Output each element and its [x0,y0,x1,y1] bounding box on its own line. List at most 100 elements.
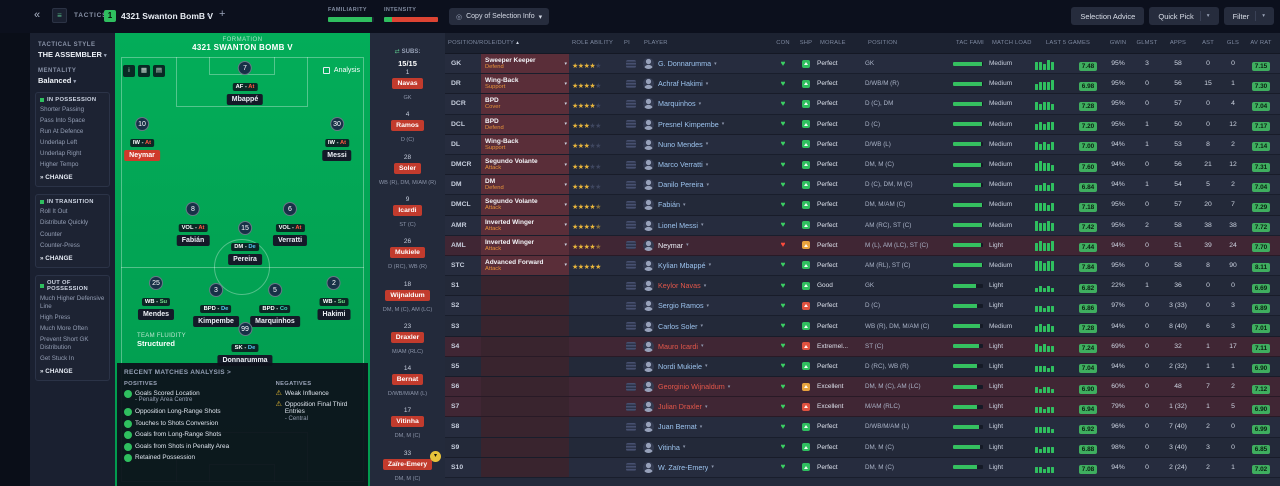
player-cell[interactable]: Fabián ▾ [641,199,771,211]
role-duty-cell[interactable]: Inverted Winger Attack ▾ [481,215,569,235]
player-cell[interactable]: W. Zaïre-Emery ▾ [641,461,771,473]
role-duty-cell[interactable]: Segundo Volante Attack ▾ [481,154,569,175]
column-header-gwin[interactable]: GWIN [1109,40,1127,46]
sub-player-navas[interactable]: 1 Navas GK [370,69,445,101]
player-cell[interactable]: Lionel Messi ▾ [641,219,771,231]
column-header-con[interactable]: CON [776,40,790,46]
role-duty-cell[interactable]: DM Defend ▾ [481,175,569,195]
filter-button[interactable]: Filter ▾ [1223,7,1274,25]
sub-player-ramos[interactable]: 4 Ramos D (C) [370,111,445,143]
role-duty-cell[interactable]: BPD Cover ▾ [481,94,569,114]
table-row-w-za-re-emery[interactable]: S10 W. Zaïre-Emery ▾ ♥ Perfect DM, M (C) Light… [445,457,1280,478]
sub-player-vitinha[interactable]: 17 Vitinha DM, M (C) [370,407,445,439]
table-row-marco-verratti[interactable]: DMCR Segundo Volante Attack ▾ ★★★★★ Marco Ver… [445,154,1280,176]
pitch-player-verratti[interactable]: 6 VOL - At Verratti [272,202,308,246]
player-cell[interactable]: Presnel Kimpembe ▾ [641,118,771,130]
analysis-toggle[interactable]: Analysis [322,67,360,74]
role-duty-cell[interactable]: Sweeper Keeper Defend ▾ [481,54,569,74]
role-duty-cell[interactable]: Inverted Winger Attack ▾ [481,235,569,255]
player-cell[interactable]: Carlos Soler ▾ [641,320,771,332]
table-row-vitinha[interactable]: S9 Vitinha ▾ ♥ Perfect DM, M (C) Light 6.88 98% 0… [445,437,1280,458]
pitch-player-donnarumma[interactable]: 99 SK - De Donnarumma [217,322,273,366]
player-cell[interactable]: Sergio Ramos ▾ [641,300,771,312]
player-cell[interactable]: G. Donnarumma ▾ [641,58,771,70]
sub-player-soler[interactable]: 28 Soler WB (R), DM, M/AM (R) [370,154,445,186]
sub-player-wijnaldum[interactable]: 18 Wijnaldum DM, M (C), AM (LC) [370,281,445,313]
table-row-juan-bernat[interactable]: S8 Juan Bernat ▾ ♥ Perfect D/WB/M/AM (L) Light… [445,417,1280,438]
table-row-kylian-mbapp[interactable]: STC Advanced Forward Attack ▾ ★★★★★ Kylian Mb… [445,255,1280,277]
grid-icon[interactable]: ▤ [153,65,165,77]
table-row-fabi-n[interactable]: DMCL Segundo Volante Attack ▾ ★★★★★ Fabián ▾ ♥ P… [445,195,1280,216]
player-cell[interactable]: Nordi Mukiele ▾ [641,360,771,372]
change-link[interactable]: » CHANGE [40,368,105,375]
column-header-apps[interactable]: APPS [1169,40,1187,46]
player-cell[interactable]: Marquinhos ▾ [641,98,771,110]
mentality-dropdown[interactable]: Balanced ▾ [38,76,107,85]
column-header-position-role-duty[interactable]: POSITION/ROLE/DUTY ▴ [448,40,520,46]
player-cell[interactable]: Achraf Hakimi ▾ [641,78,771,90]
table-row-presnel-kimpembe[interactable]: DCL BPD Defend ▾ ★★★★★ Presnel Kimpembe ▾ ♥ Perf… [445,114,1280,135]
column-header-position[interactable]: POSITION [868,40,898,46]
player-cell[interactable]: Juan Bernat ▾ [641,421,771,433]
column-header-role-ability[interactable]: ROLE ABILITY [572,40,614,46]
column-header-morale[interactable]: MORALE [820,40,846,46]
table-row-neymar[interactable]: AML Inverted Winger Attack ▾ ★★★★★ Neymar ▾ ♥ Pe… [445,235,1280,256]
player-cell[interactable]: Georginio Wijnaldum ▾ [641,381,771,393]
tactics-menu-icon[interactable]: ≡ [52,8,67,23]
column-header-glmst[interactable]: GLMST [1136,40,1158,46]
sub-player-draxler[interactable]: 23 Draxler M/AM (RLC) [370,323,445,355]
player-cell[interactable]: Julian Draxler ▾ [641,401,771,413]
tactic-tab-title[interactable]: 4321 Swanton BomB V [121,11,214,21]
column-header-player[interactable]: PLAYER [644,40,668,46]
table-row-mauro-icardi[interactable]: S4 Mauro Icardi ▾ ♥ Extremel... ST (C) Light 7.… [445,336,1280,357]
column-header-ast[interactable]: AST [1202,40,1214,46]
back-button[interactable]: « [34,9,41,21]
role-duty-cell[interactable]: BPD Defend ▾ [481,114,569,134]
table-row-nordi-mukiele[interactable]: S5 Nordi Mukiele ▾ ♥ Perfect D (RC), WB (R) Li… [445,356,1280,377]
player-cell[interactable]: Marco Verratti ▾ [641,159,771,171]
change-link[interactable]: » CHANGE [40,255,105,262]
role-duty-cell[interactable]: Wing-Back Support ▾ [481,134,569,154]
player-cell[interactable]: Danilo Pereira ▾ [641,179,771,191]
column-header-shp[interactable]: SHP [799,40,813,46]
pitch-player-hakimi[interactable]: 2 WB - Su Hakimi [317,276,351,320]
player-cell[interactable]: Neymar ▾ [641,239,771,251]
role-duty-cell[interactable]: Wing-Back Support ▾ [481,74,569,94]
table-row-nuno-mendes[interactable]: DL Wing-Back Support ▾ ★★★★★ Nuno Mendes ▾ ♥ Per… [445,134,1280,155]
sub-player-za-re-emery[interactable]: 33 Zaïre-Emery DM, M (C) [370,450,445,482]
column-header-av-rat[interactable]: AV RAT [1250,40,1272,46]
scroll-more-icon[interactable]: ▾ [430,451,441,462]
table-row-julian-draxler[interactable]: S7 Julian Draxler ▾ ♥ Excellent M/AM (RLC) Lig… [445,397,1280,418]
table-row-lionel-messi[interactable]: AMR Inverted Winger Attack ▾ ★★★★★ Lionel Mes… [445,215,1280,236]
pitch-player-mendes[interactable]: 25 WB - Su Mendes [137,276,175,320]
player-cell[interactable]: Keylor Navas ▾ [641,280,771,292]
pitch-player-messi[interactable]: 30 IW - At Messi [322,117,352,161]
analysis-panel-header[interactable]: RECENT MATCHES ANALYSIS > [124,369,232,376]
table-row-marquinhos[interactable]: DCR BPD Cover ▾ ★★★★★ Marquinhos ▾ ♥ Perfect D (C… [445,94,1280,115]
table-row-danilo-pereira[interactable]: DM DM Defend ▾ ★★★★★ Danilo Pereira ▾ ♥ Perfect D… [445,175,1280,196]
pitch-player-kimpembe[interactable]: 3 BPD - De Kimpembe [193,283,239,327]
role-duty-cell[interactable]: Segundo Volante Attack ▾ [481,195,569,215]
stats-icon[interactable]: ▦ [138,65,150,77]
role-duty-cell[interactable]: Advanced Forward Attack ▾ [481,255,569,276]
table-row-carlos-soler[interactable]: S3 Carlos Soler ▾ ♥ Perfect WB (R), DM, M/AM … [445,316,1280,337]
column-header-tac-fami[interactable]: TAC FAMI [956,40,984,46]
player-cell[interactable]: Nuno Mendes ▾ [641,138,771,150]
quick-pick-button[interactable]: Quick Pick ▾ [1149,7,1219,25]
table-row-georginio-wijnaldum[interactable]: S6 Georginio Wijnaldum ▾ ♥ Excellent DM, M (C… [445,377,1280,398]
analysis-checkbox[interactable] [322,67,330,74]
pitch-player-fabi-n[interactable]: 8 VOL - At Fabián [176,202,210,246]
chevron-down-icon[interactable]: ▾ [207,13,211,19]
player-cell[interactable]: Mauro Icardi ▾ [641,340,771,352]
column-header-pi[interactable]: PI [624,40,630,46]
sub-player-mukiele[interactable]: 26 Mukiele D (RC), WB (R) [370,238,445,270]
pitch-player-marquinhos[interactable]: 5 BPD - Co Marquinhos [250,283,300,327]
table-row-g-donnarumma[interactable]: GK Sweeper Keeper Defend ▾ ★★★★★ G. Donnarumm… [445,54,1280,75]
add-tactic-button[interactable]: + [219,8,226,20]
info-icon[interactable]: i [123,65,135,77]
chevron-down-icon[interactable]: ▾ [1262,13,1265,19]
player-cell[interactable]: Vitinha ▾ [641,441,771,453]
copy-selection-info-button[interactable]: ◎ Copy of Selection Info ▾ [449,8,550,25]
change-link[interactable]: » CHANGE [40,174,105,181]
column-header-gls[interactable]: GLS [1226,40,1240,46]
